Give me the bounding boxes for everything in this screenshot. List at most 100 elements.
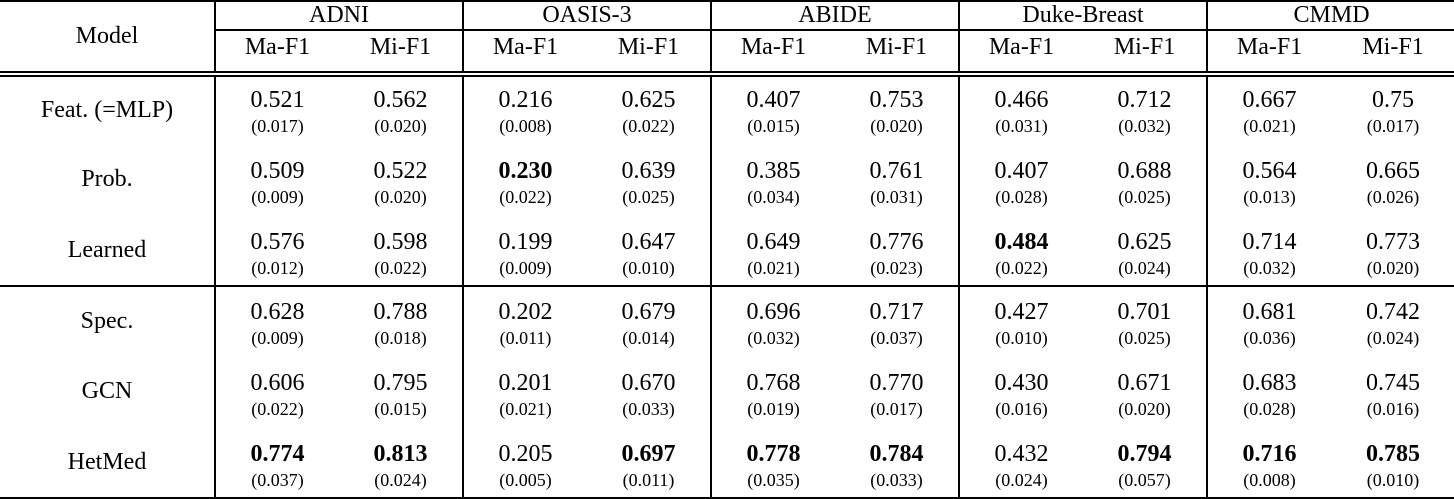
metric-value-cell: 0.688 <box>1117 158 1172 185</box>
metric-std-cell: (0.033) <box>870 469 923 490</box>
metric-value-cell: 0.202 <box>462 284 587 328</box>
metric-std-cell: (0.015) <box>374 398 427 419</box>
model-label: HetMed <box>67 448 147 475</box>
metric-value-cell: 0.647 <box>621 228 676 255</box>
metric-std-cell: (0.031) <box>958 115 1084 145</box>
metric-value-cell: 0.432 <box>958 427 1084 469</box>
metric-value-cell: 0.697 <box>621 440 676 467</box>
metric-std-cell: (0.010) <box>622 257 675 278</box>
table-row-values: Learned 0.576 0.598 0.199 0.647 0.649 0.776 0.4… <box>0 215 1454 263</box>
dataset-header-oasis3: OASIS-3 <box>462 1 711 31</box>
table-row-values: HetMed 0.774 0.813 0.205 0.697 0.778 0.784 0.43… <box>0 427 1454 475</box>
metric-std-cell: (0.037) <box>870 328 923 349</box>
metric-std-cell: (0.010) <box>958 327 1084 357</box>
metric-std-cell: (0.012) <box>214 256 339 286</box>
metric-std-cell: (0.023) <box>870 257 923 278</box>
metric-value-cell: 0.509 <box>214 144 339 187</box>
metric-std-cell: (0.024) <box>1366 328 1420 349</box>
metric-value-cell: 0.778 <box>710 427 835 469</box>
dataset-header-cmmd: CMMD <box>1206 1 1454 31</box>
table-row-values: Spec. 0.628 0.788 0.202 0.679 0.696 0.717 0.427… <box>0 284 1454 357</box>
metric-value-cell: 0.466 <box>958 74 1084 116</box>
metric-value-cell: 0.625 <box>621 87 676 114</box>
metric-std-cell: (0.028) <box>1206 397 1332 428</box>
metric-std-cell: (0.022) <box>374 257 427 278</box>
metric-std-cell: (0.021) <box>1206 115 1332 145</box>
metric-std-cell: (0.036) <box>1206 327 1332 357</box>
metric-value-cell: 0.649 <box>710 215 835 257</box>
metric-header-mi-f1: Mi-F1 <box>1083 30 1208 77</box>
metric-value-cell: 0.761 <box>869 158 924 185</box>
metric-header-mi-f1: Mi-F1 <box>339 30 463 77</box>
metric-std-cell: (0.026) <box>1366 187 1420 208</box>
metric-value-cell: 0.671 <box>1117 369 1172 396</box>
metric-std-cell: (0.016) <box>958 397 1084 428</box>
table-row-stds: (0.022) (0.015) (0.021) (0.033) (0.019) (0.01… <box>0 397 1454 428</box>
model-label: GCN <box>81 378 133 405</box>
metric-value-cell: 0.628 <box>214 284 339 328</box>
metric-std-cell: (0.018) <box>374 328 427 349</box>
metric-std-cell: (0.032) <box>1118 116 1171 137</box>
metric-std-cell: (0.020) <box>1366 257 1420 278</box>
metric-std-cell: (0.016) <box>1366 398 1420 419</box>
metric-std-cell: (0.011) <box>622 469 675 490</box>
metric-header-ma-f1: Ma-F1 <box>1206 30 1332 77</box>
metric-value-cell: 0.427 <box>958 284 1084 328</box>
metric-value-cell: 0.717 <box>835 284 960 328</box>
metric-value-cell: 0.606 <box>214 356 339 398</box>
metric-value-cell: 0.430 <box>958 356 1084 398</box>
table-row-stds: (0.009) (0.020) (0.022) (0.025) (0.034) (0.03… <box>0 186 1454 216</box>
metric-header-mi-f1: Mi-F1 <box>835 30 960 77</box>
metric-std-cell: (0.013) <box>1206 186 1332 216</box>
metric-value-cell: 0.768 <box>710 356 835 398</box>
metric-std-cell: (0.025) <box>622 187 675 208</box>
metric-std-cell: (0.021) <box>710 256 835 286</box>
metric-value-cell: 0.776 <box>869 228 924 255</box>
metric-std-cell: (0.009) <box>214 186 339 216</box>
metric-value-cell: 0.199 <box>462 215 587 257</box>
metric-std-cell: (0.014) <box>622 328 675 349</box>
metric-value-cell: 0.521 <box>214 74 339 116</box>
metric-std-cell: (0.028) <box>958 186 1084 216</box>
metric-std-cell: (0.022) <box>214 397 339 428</box>
metric-value-cell: 0.696 <box>710 284 835 328</box>
model-column-header: Model <box>0 1 215 77</box>
metric-header-row: Ma-F1 Mi-F1 Ma-F1 Mi-F1 Ma-F1 Mi-F1 Ma-F… <box>0 30 1454 77</box>
metric-std-cell: (0.009) <box>462 256 587 286</box>
metric-value-cell: 0.216 <box>462 74 587 116</box>
dataset-header-duke-breast: Duke-Breast <box>958 1 1208 31</box>
metric-std-cell: (0.037) <box>214 468 339 498</box>
metric-std-cell: (0.005) <box>462 468 587 498</box>
metric-std-cell: (0.020) <box>1118 398 1171 419</box>
metric-value-cell: 0.773 <box>1366 228 1421 255</box>
metric-std-cell: (0.035) <box>710 468 835 498</box>
metric-std-cell: (0.024) <box>1118 257 1171 278</box>
metric-value-cell: 0.716 <box>1206 427 1332 469</box>
metric-std-cell: (0.032) <box>710 327 835 357</box>
metric-value-cell: 0.564 <box>1206 144 1332 187</box>
table-row-stds: (0.009) (0.018) (0.011) (0.014) (0.032) (0.03… <box>0 327 1454 357</box>
metric-std-cell: (0.020) <box>374 116 427 137</box>
metric-value-cell: 0.407 <box>710 74 835 116</box>
metric-std-cell: (0.020) <box>870 116 923 137</box>
metric-value-cell: 0.407 <box>958 144 1084 187</box>
metric-value-cell: 0.683 <box>1206 356 1332 398</box>
metric-value-cell: 0.670 <box>621 369 676 396</box>
metric-value-cell: 0.625 <box>1117 228 1172 255</box>
metric-value-cell: 0.667 <box>1206 74 1332 116</box>
model-label: Learned <box>67 236 147 263</box>
metric-std-cell: (0.024) <box>374 469 427 490</box>
metric-std-cell: (0.025) <box>1118 187 1171 208</box>
metric-value-cell: 0.385 <box>710 144 835 187</box>
metric-std-cell: (0.034) <box>710 186 835 216</box>
metric-value-cell: 0.201 <box>462 356 587 398</box>
metric-header-ma-f1: Ma-F1 <box>462 30 587 77</box>
table-row-stds: (0.017) (0.020) (0.008) (0.022) (0.015) (0.02… <box>0 115 1454 145</box>
metric-std-cell: (0.008) <box>1206 468 1332 498</box>
metric-std-cell: (0.022) <box>462 186 587 216</box>
model-label: Spec. <box>0 284 215 357</box>
metric-std-cell: (0.011) <box>462 327 587 357</box>
metric-value-cell: 0.753 <box>869 87 924 114</box>
